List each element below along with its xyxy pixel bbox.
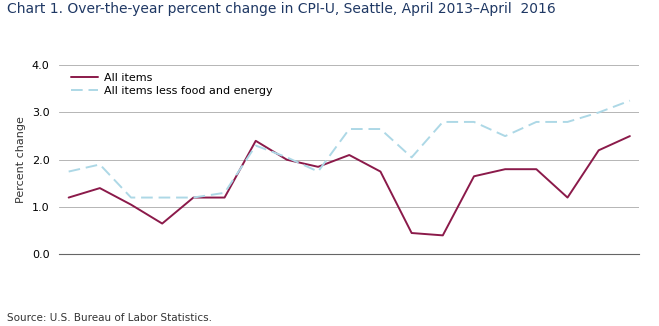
Line: All items: All items	[69, 136, 630, 235]
All items less food and energy	[158, 196, 166, 200]
All items	[127, 203, 135, 207]
All items less food and energy	[65, 170, 72, 173]
All items	[65, 196, 72, 200]
All items	[563, 196, 571, 200]
All items	[470, 174, 478, 178]
All items less food and energy	[376, 127, 384, 131]
All items less food and energy	[439, 120, 447, 124]
All items	[189, 196, 197, 200]
Text: Source: U.S. Bureau of Labor Statistics.: Source: U.S. Bureau of Labor Statistics.	[7, 313, 212, 323]
All items less food and energy	[408, 156, 416, 159]
All items	[314, 165, 322, 169]
Y-axis label: Percent change: Percent change	[16, 116, 26, 203]
All items less food and energy	[532, 120, 540, 124]
All items less food and energy	[594, 111, 602, 114]
Line: All items less food and energy: All items less food and energy	[69, 101, 630, 198]
All items	[158, 222, 166, 226]
All items less food and energy	[314, 170, 322, 173]
All items	[626, 134, 634, 138]
All items less food and energy	[283, 156, 291, 159]
All items	[345, 153, 353, 157]
Legend: All items, All items less food and energy: All items, All items less food and energ…	[71, 73, 273, 96]
All items less food and energy	[96, 163, 104, 167]
All items	[221, 196, 229, 200]
All items	[408, 231, 416, 235]
All items less food and energy	[626, 99, 634, 103]
All items	[252, 139, 260, 143]
All items less food and energy	[563, 120, 571, 124]
All items	[283, 158, 291, 162]
All items less food and energy	[221, 191, 229, 195]
All items less food and energy	[127, 196, 135, 200]
All items less food and energy	[252, 144, 260, 148]
All items less food and energy	[501, 134, 509, 138]
All items less food and energy	[345, 127, 353, 131]
All items	[594, 148, 602, 152]
All items	[439, 233, 447, 237]
All items	[376, 170, 384, 173]
All items less food and energy	[470, 120, 478, 124]
All items	[501, 167, 509, 171]
All items	[532, 167, 540, 171]
All items	[96, 186, 104, 190]
Text: Chart 1. Over-the-year percent change in CPI-U, Seattle, April 2013–April  2016: Chart 1. Over-the-year percent change in…	[7, 2, 556, 16]
All items less food and energy	[189, 196, 197, 200]
